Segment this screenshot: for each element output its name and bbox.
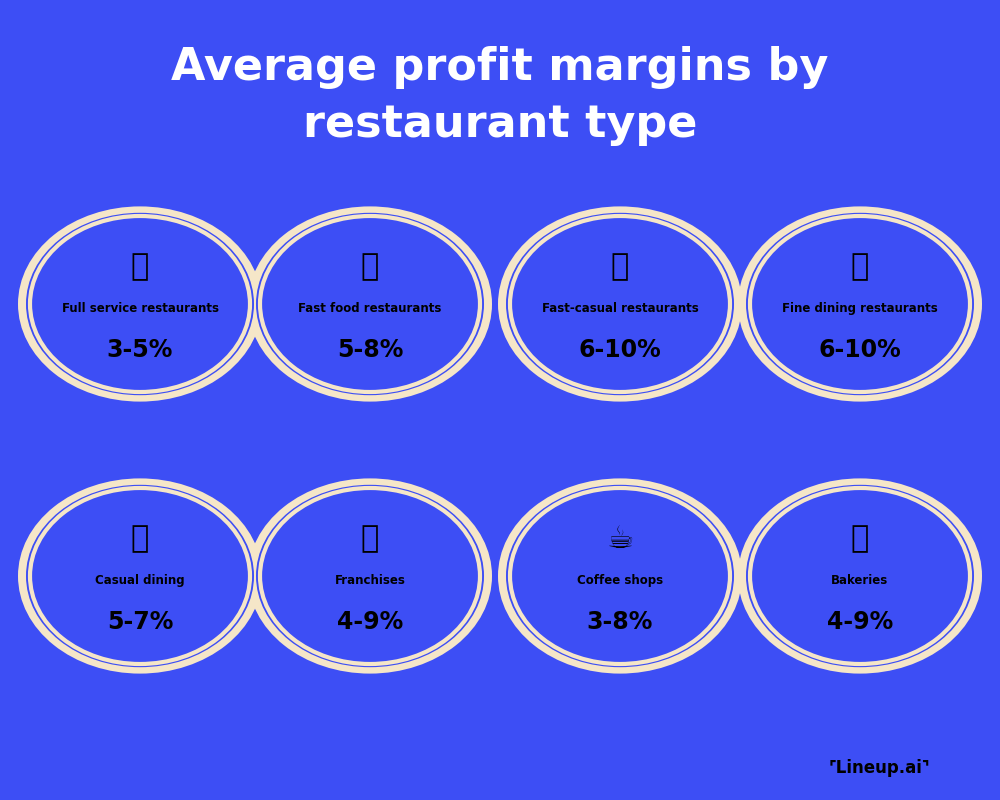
Text: Casual dining: Casual dining [95,574,185,587]
Text: 🍔: 🍔 [361,253,379,282]
Text: 6-10%: 6-10% [579,338,661,362]
Text: 🍔: 🍔 [361,525,379,554]
Circle shape [510,216,730,392]
Text: ☕: ☕ [606,525,634,554]
Circle shape [30,216,250,392]
Circle shape [256,213,484,395]
Text: Franchises: Franchises [335,574,405,587]
Text: 5-8%: 5-8% [337,338,403,362]
Circle shape [26,485,254,667]
Text: Fine dining restaurants: Fine dining restaurants [782,302,938,315]
Text: Average profit margins by
restaurant type: Average profit margins by restaurant typ… [171,46,829,146]
Circle shape [256,485,484,667]
Text: 🍽️: 🍽️ [851,253,869,282]
Text: Coffee shops: Coffee shops [577,574,663,587]
Circle shape [498,478,742,674]
Circle shape [18,478,262,674]
Circle shape [498,206,742,402]
Text: 4-9%: 4-9% [827,610,893,634]
Circle shape [510,488,730,664]
Circle shape [260,488,480,664]
Text: Fast-casual restaurants: Fast-casual restaurants [542,302,698,315]
Circle shape [26,213,254,395]
Circle shape [738,478,982,674]
Circle shape [746,485,974,667]
Circle shape [750,216,970,392]
Text: 6-10%: 6-10% [819,338,901,362]
Text: 🍽️: 🍽️ [131,525,149,554]
Circle shape [248,206,492,402]
Text: ⌜Lineup.ai⌝: ⌜Lineup.ai⌝ [828,759,930,777]
Text: 5-7%: 5-7% [107,610,173,634]
Circle shape [506,213,734,395]
Text: 🤵: 🤵 [131,253,149,282]
Text: Bakeries: Bakeries [831,574,889,587]
Text: 4-9%: 4-9% [337,610,403,634]
Circle shape [18,206,262,402]
Text: 3-8%: 3-8% [587,610,653,634]
Circle shape [506,485,734,667]
Text: 3-5%: 3-5% [107,338,173,362]
Text: Fast food restaurants: Fast food restaurants [298,302,442,315]
Circle shape [738,206,982,402]
Circle shape [30,488,250,664]
Circle shape [746,213,974,395]
Text: Full service restaurants: Full service restaurants [62,302,218,315]
Text: 🍽️: 🍽️ [611,253,629,282]
Text: 🥐: 🥐 [851,525,869,554]
Circle shape [260,216,480,392]
Circle shape [248,478,492,674]
Circle shape [750,488,970,664]
